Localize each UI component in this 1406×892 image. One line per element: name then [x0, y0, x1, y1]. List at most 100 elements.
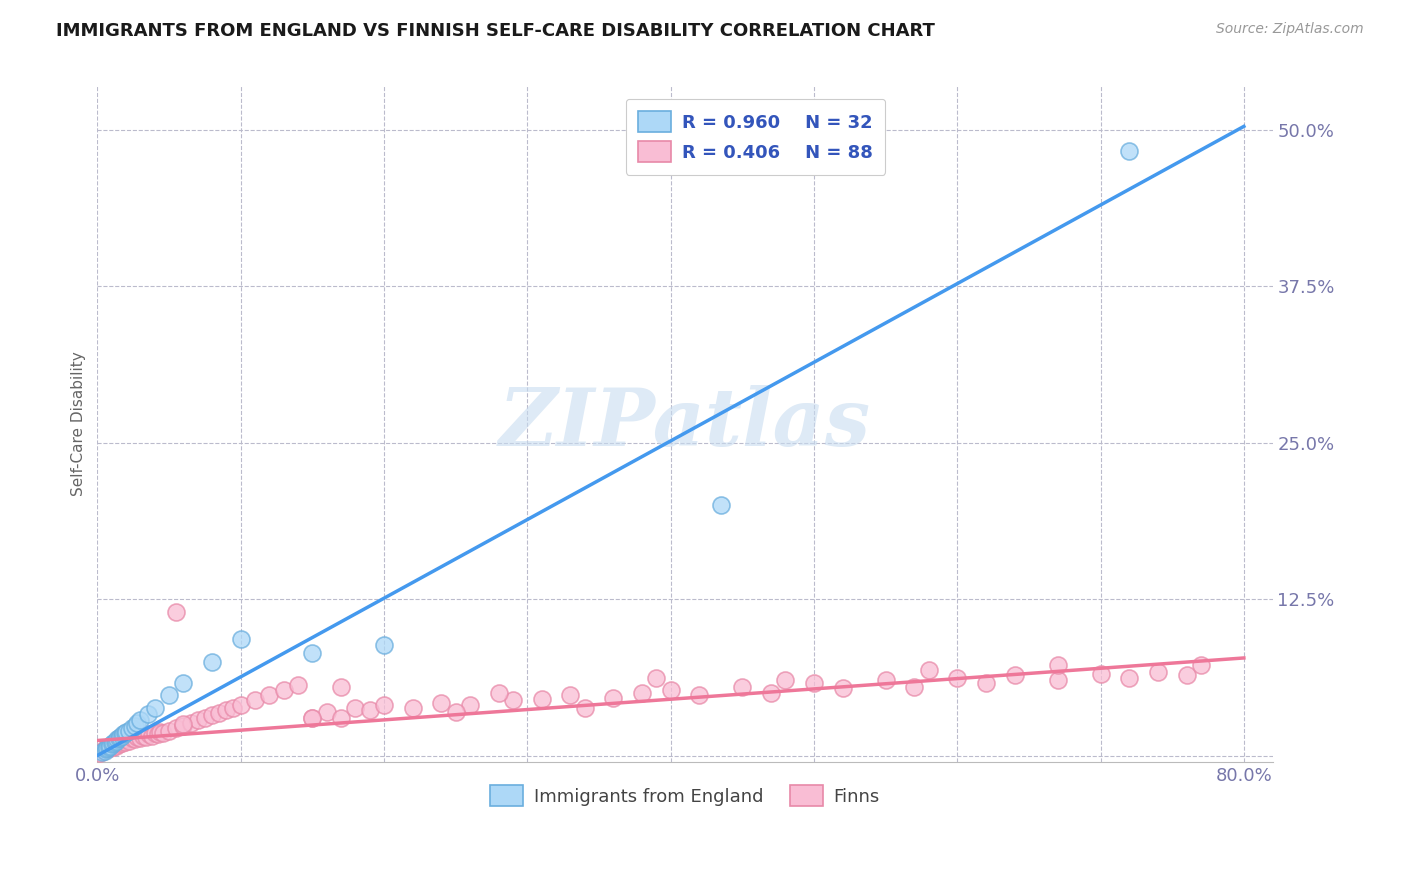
Point [90, 745, 112, 759]
Point [946, 671, 969, 685]
Point [974, 676, 997, 690]
Point [917, 664, 939, 678]
Point [201, 708, 224, 723]
Point [112, 727, 135, 741]
Point [172, 718, 194, 732]
Legend: Immigrants from England, Finns: Immigrants from England, Finns [484, 778, 887, 814]
Point [631, 686, 654, 700]
Point [273, 683, 295, 698]
Point [731, 680, 754, 694]
Point [1118, 671, 1140, 685]
Point [152, 726, 174, 740]
Point [96, 742, 118, 756]
Point [115, 732, 138, 747]
Point [101, 736, 124, 750]
Point [129, 731, 152, 745]
Point [222, 701, 245, 715]
Point [98, 739, 121, 753]
Point [602, 690, 624, 705]
Point [118, 723, 141, 738]
Point [172, 676, 194, 690]
Point [831, 681, 853, 695]
Point [444, 705, 467, 719]
Point [135, 730, 157, 744]
Point [127, 716, 149, 731]
Point [1175, 668, 1198, 682]
Point [107, 736, 129, 750]
Point [111, 729, 134, 743]
Point [132, 729, 155, 743]
Point [1189, 658, 1212, 673]
Point [502, 693, 524, 707]
Point [110, 730, 132, 744]
Point [129, 714, 152, 728]
Point [373, 698, 395, 713]
Point [229, 698, 252, 713]
Point [1147, 665, 1170, 679]
Point [344, 701, 367, 715]
Point [149, 724, 172, 739]
Point [97, 739, 120, 754]
Point [165, 721, 187, 735]
Point [115, 724, 138, 739]
Point [138, 727, 160, 741]
Text: ZIPatlas: ZIPatlas [499, 385, 870, 463]
Point [124, 732, 146, 747]
Point [458, 698, 481, 713]
Point [803, 676, 825, 690]
Point [659, 683, 682, 698]
Point [759, 686, 782, 700]
Point [373, 639, 395, 653]
Point [259, 689, 281, 703]
Point [101, 739, 124, 754]
Point [187, 714, 209, 728]
Point [141, 729, 163, 743]
Point [112, 733, 135, 747]
Point [104, 733, 127, 747]
Point [103, 737, 125, 751]
Point [688, 689, 710, 703]
Point [89, 746, 111, 760]
Point [359, 704, 381, 718]
Point [146, 727, 169, 741]
Point [1090, 667, 1112, 681]
Point [243, 693, 266, 707]
Point [93, 743, 115, 757]
Point [118, 733, 141, 747]
Point [229, 632, 252, 647]
Point [179, 716, 201, 731]
Point [1046, 673, 1069, 688]
Point [1118, 145, 1140, 159]
Point [114, 726, 136, 740]
Point [201, 655, 224, 669]
Point [194, 711, 217, 725]
Point [107, 732, 129, 747]
Point [287, 678, 309, 692]
Point [100, 737, 122, 751]
Point [488, 686, 510, 700]
Point [172, 717, 194, 731]
Point [208, 706, 231, 720]
Point [110, 735, 132, 749]
Point [143, 701, 166, 715]
Text: IMMIGRANTS FROM ENGLAND VS FINNISH SELF-CARE DISABILITY CORRELATION CHART: IMMIGRANTS FROM ENGLAND VS FINNISH SELF-… [56, 22, 935, 40]
Point [560, 689, 582, 703]
Point [645, 671, 668, 685]
Point [94, 742, 117, 756]
Point [301, 711, 323, 725]
Point [301, 646, 323, 660]
Point [875, 673, 897, 688]
Point [94, 741, 117, 756]
Point [121, 721, 143, 735]
Point [97, 739, 120, 754]
Point [775, 673, 797, 688]
Point [165, 605, 187, 619]
Point [330, 711, 353, 725]
Point [157, 723, 180, 738]
Point [104, 739, 127, 753]
Text: Source: ZipAtlas.com: Source: ZipAtlas.com [1216, 22, 1364, 37]
Point [315, 705, 337, 719]
Point [98, 741, 121, 756]
Point [143, 726, 166, 740]
Point [111, 736, 134, 750]
